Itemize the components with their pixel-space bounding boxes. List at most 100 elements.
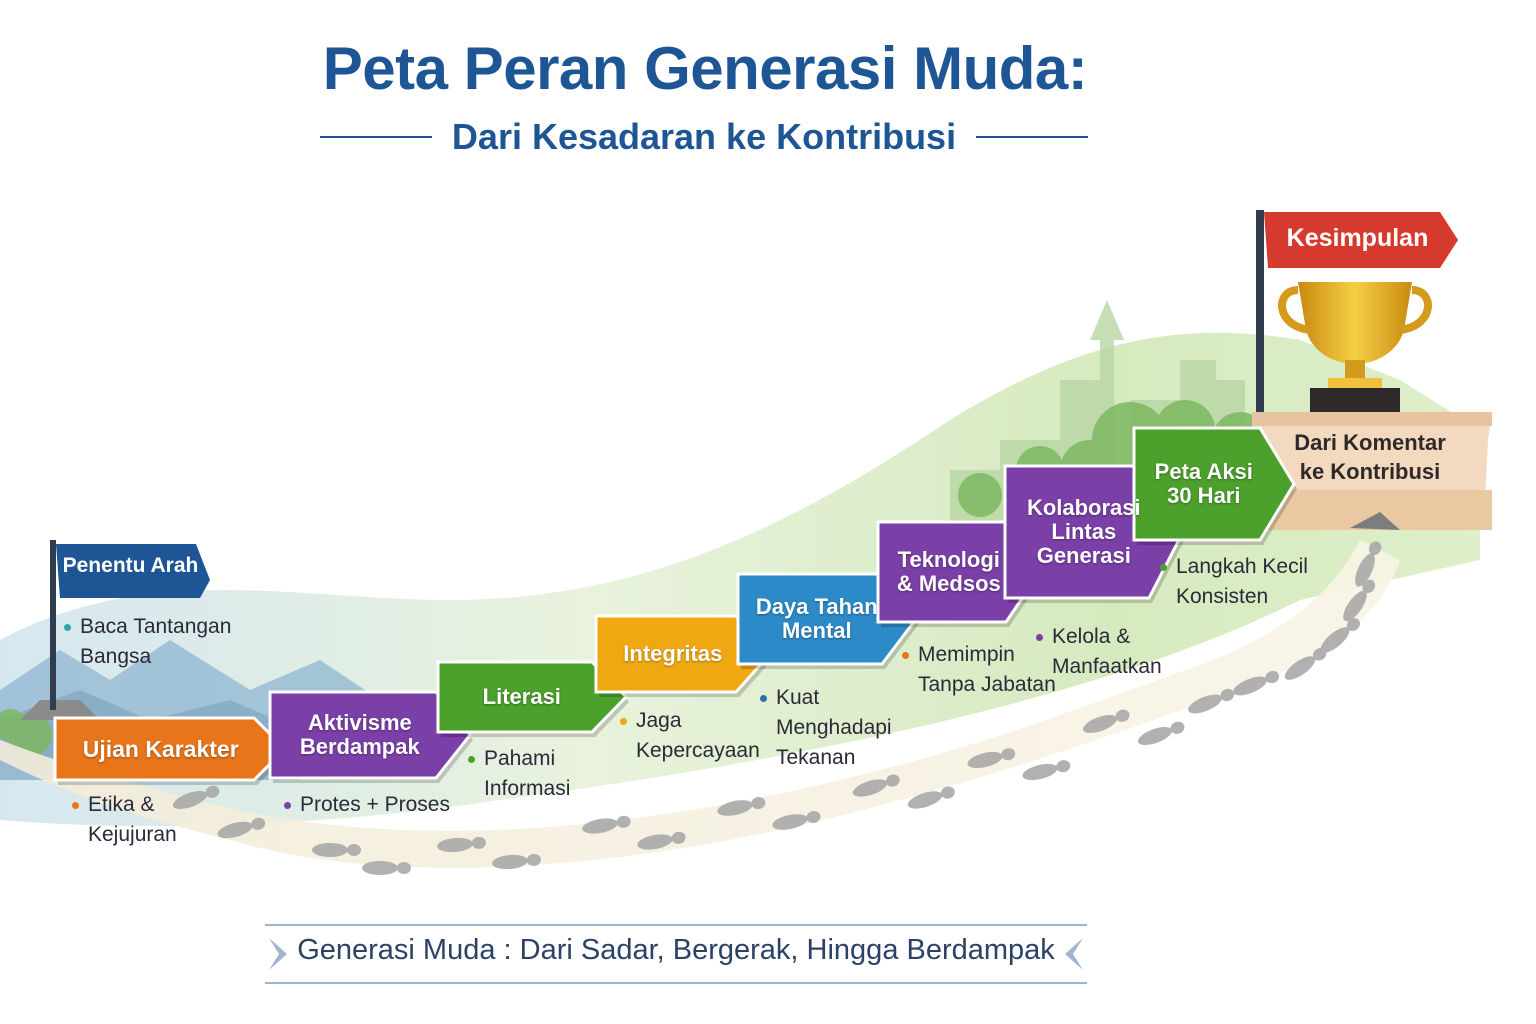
step-bullet: Protes + Proses: [284, 790, 450, 820]
step-shapes: [53, 426, 1297, 785]
step-label-line: Peta Aksi: [1154, 459, 1253, 485]
podium: [1252, 412, 1492, 530]
start-flag-bullet: Baca Tantangan Bangsa: [64, 612, 232, 672]
subtitle-line-left: [320, 136, 432, 138]
step-label: Ujian Karakter: [55, 718, 266, 780]
step-arrow: [736, 572, 918, 666]
step-label: Teknologi & Medsos: [878, 522, 1020, 622]
bullet-line: Protes + Proses: [300, 793, 450, 816]
step-label-lines: Daya Tahan Mental: [756, 595, 878, 643]
start-flag-pole: [50, 540, 56, 710]
footprint-icon: [907, 786, 955, 809]
step-label: Kolaborasi Lintas Generasi: [1005, 466, 1163, 598]
start-flag-group: [20, 540, 210, 720]
bullet-line: Kelola &: [1052, 625, 1131, 648]
bullet-dot: [1160, 564, 1167, 571]
podium-line: Dari Komentar: [1294, 430, 1446, 455]
step-bullet: Memimpin Tanpa Jabatan: [902, 640, 1056, 700]
bullet-line: Kepercayaan: [636, 739, 760, 762]
page-title: Peta Peran Generasi Muda:: [322, 35, 1088, 102]
subtitle-line-right: [976, 136, 1089, 138]
footprint-icon: [967, 748, 1016, 769]
footprint-icon: [1355, 541, 1382, 587]
footprint-icon: [717, 796, 766, 816]
step-label-line: & Medsos: [896, 571, 1001, 596]
step-label-line: Integritas: [623, 641, 723, 667]
bullet-line: Baca Tantangan: [80, 615, 232, 638]
step-label-line: Teknologi: [897, 547, 1000, 573]
step-label: Literasi: [438, 662, 606, 732]
footprint-icon: [1233, 670, 1280, 696]
step-label: Daya Tahan Mental: [738, 574, 896, 664]
step-label-lines: Teknologi & Medsos: [897, 548, 1001, 596]
footer-line-top: [265, 924, 1087, 926]
step-label-line: Ujian Karakter: [82, 735, 239, 762]
start-flag: [56, 544, 210, 598]
step-label: Peta Aksi 30 Hari: [1134, 428, 1274, 540]
step-label-lines: Kolaborasi Lintas Generasi: [1027, 496, 1141, 567]
chevron-right-icon: [269, 938, 287, 970]
footprint-icon: [1343, 579, 1376, 622]
footprint-icon: [852, 774, 900, 797]
step-arrow: [268, 690, 472, 780]
footprint-icon: [582, 815, 631, 834]
step-label: Integritas: [596, 616, 750, 692]
bullet-line: Jaga: [636, 709, 682, 732]
step-bullet: Kuat Menghadapi Tekanan: [760, 683, 892, 773]
step-arrow: [594, 614, 773, 694]
bullet-line: Informasi: [484, 777, 571, 800]
step-label-line: Generasi: [1036, 542, 1131, 568]
bullet-line: Konsisten: [1176, 585, 1269, 608]
end-flag-pole: [1256, 210, 1264, 420]
bullet-line: Etika &: [88, 793, 155, 816]
footprint-icon: [637, 831, 686, 850]
bullet-line: Memimpin: [918, 643, 1015, 666]
bullet-line: Tekanan: [776, 746, 856, 769]
footer-banner: Generasi Muda : Dari Sadar, Bergerak, Hi…: [265, 924, 1087, 984]
page-subtitle: Dari Kesadaran ke Kontribusi: [451, 116, 957, 157]
footprint-icon: [217, 817, 266, 839]
bullet-line: Bangsa: [80, 645, 152, 668]
winding-path: [0, 540, 1400, 868]
footprint-icon: [1022, 760, 1071, 781]
bullet-dot: [468, 756, 475, 763]
podium-text: Dari Komentar ke Kontribusi: [1270, 428, 1470, 486]
trophy-icon: [1278, 282, 1432, 412]
bullet-dot: [620, 718, 627, 725]
bullet-dot: [1036, 634, 1043, 641]
step-arrow: [436, 660, 629, 734]
step-label-lines: Peta Aksi 30 Hari: [1155, 460, 1253, 508]
step-bullet: Langkah Kecil Konsisten: [1160, 552, 1308, 612]
step-label-line: Literasi: [482, 684, 561, 710]
footprint-icon: [312, 843, 361, 857]
footprint-icon: [1188, 688, 1235, 714]
step-bullet: Etika & Kejujuran: [72, 790, 177, 850]
step-label-lines: Ujian Karakter: [82, 735, 239, 762]
step-bullet: Kelola & Manfaatkan: [1036, 622, 1162, 682]
end-flag-group: [1256, 210, 1458, 420]
step-bullet: Jaga Kepercayaan: [620, 706, 760, 766]
bullet-line: Kuat: [776, 686, 820, 709]
end-flag: [1264, 212, 1458, 268]
step-arrow: [1132, 426, 1296, 542]
step-label-line: 30 Hari: [1167, 483, 1241, 508]
end-flag-label: Kesimpulan: [1286, 224, 1429, 252]
step-label-line: Aktivisme: [307, 710, 412, 736]
bullet-line: Manfaatkan: [1052, 655, 1162, 678]
bullet-line: Tanpa Jabatan: [918, 673, 1056, 696]
footprint-icon: [1320, 618, 1360, 653]
podium-line: ke Kontribusi: [1299, 459, 1441, 484]
bullet-dot: [902, 652, 909, 659]
subtitle-row: Dari Kesadaran ke Kontribusi: [320, 112, 1089, 162]
bullet-dot: [72, 802, 79, 809]
footprint-icon: [492, 853, 541, 870]
bullet-line: Menghadapi: [776, 716, 892, 739]
footprint-icon: [437, 836, 486, 853]
step-label: Aktivisme Berdampak: [270, 692, 450, 778]
footprint-icon: [772, 810, 821, 830]
bullet-line: Kejujuran: [88, 823, 177, 846]
step-label-line: Daya Tahan: [755, 594, 878, 620]
step-label-lines: Integritas: [623, 642, 722, 666]
bullet-dot: [284, 802, 291, 809]
